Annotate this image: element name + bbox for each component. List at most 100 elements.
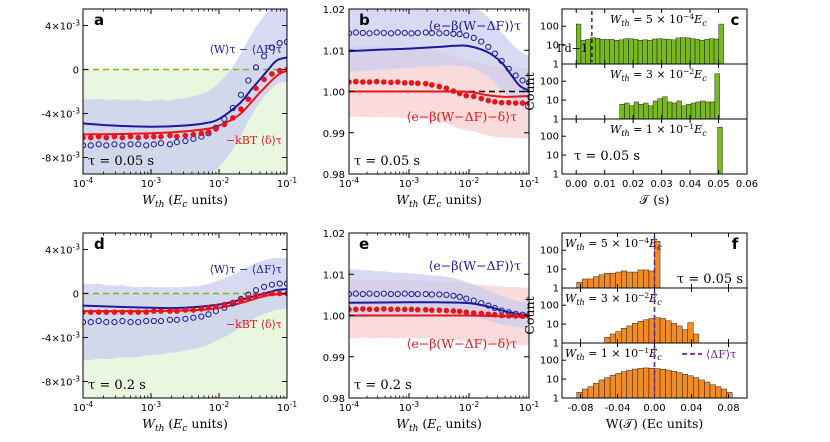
blue-open-point <box>190 314 197 321</box>
red-filled-point <box>245 295 252 301</box>
legend-red: ⟨e−β(W−ΔF)−δ⟩τ <box>406 336 517 351</box>
blue-open-point <box>166 316 174 323</box>
legend-blue: ⟨W⟩τ − ⟨ΔF⟩τ <box>210 263 282 276</box>
blue-open-point <box>491 304 498 312</box>
red-filled-point <box>478 310 485 317</box>
blue-open-point <box>456 293 463 301</box>
x-tick-label: 0.05 <box>707 179 729 190</box>
blue-open-point <box>478 300 485 307</box>
blue-open-point <box>276 280 283 287</box>
tau-label: τ = 0.05 s <box>574 149 640 164</box>
blue-open-point <box>276 40 283 47</box>
x-tick-label: 10-3 <box>399 176 419 190</box>
red-filled-point <box>276 290 283 297</box>
y-tick-label: 1.00 <box>323 88 345 99</box>
red-filled-point <box>261 76 267 83</box>
red-filled-point <box>456 308 463 315</box>
red-filled-point <box>253 85 259 91</box>
histogram-bar <box>621 328 627 344</box>
panel-e <box>349 269 529 346</box>
red-filled-point <box>450 308 457 314</box>
blue-open-point <box>252 64 260 71</box>
blue-open-point <box>436 30 443 37</box>
subplot-label: Wth = 3 × 10−2Ec <box>565 291 662 307</box>
blue-open-point <box>373 290 380 298</box>
blue-open-point <box>127 319 134 326</box>
y-tick-label: -8×10-3 <box>41 375 80 389</box>
red-filled-point <box>221 301 228 308</box>
blue-open-point <box>157 140 165 147</box>
blue-open-point <box>366 290 373 297</box>
blue-open-point <box>478 38 485 45</box>
y-tick-label: -4×10-3 <box>41 107 80 121</box>
axes-a: 4×10-3 0 -4×10-3 -8×10-3 10-4 10-3 10-2 10-1 Wth… <box>41 8 297 210</box>
histogram-bar <box>671 39 677 65</box>
legend-red: ⟨e−β(W−ΔF)−δ⟩τ <box>406 109 517 124</box>
histogram-bar <box>680 37 686 65</box>
red-filled-point <box>360 306 366 312</box>
red-filled-point <box>111 309 118 316</box>
red-filled-point <box>83 309 86 315</box>
histogram-bar <box>633 39 639 65</box>
y-tick-label: 100 <box>540 356 559 367</box>
blue-open-point <box>157 317 165 325</box>
histogram-bar <box>642 39 648 65</box>
histogram-subplot: 1 10 100 Wth = 3 × 10−2Ec <box>540 63 748 126</box>
histogram-bar <box>693 333 700 344</box>
histogram-bar <box>593 383 600 399</box>
red-filled-point <box>269 71 275 77</box>
red-filled-point <box>269 290 275 297</box>
histogram-bar <box>682 374 689 399</box>
histogram-bar <box>676 325 683 344</box>
histogram-bar <box>609 39 615 65</box>
y-tick-label: 1.01 <box>323 46 345 57</box>
blue-open-point <box>401 29 408 37</box>
red-filled-point <box>485 97 492 104</box>
red-filled-point <box>414 306 421 313</box>
x-axis-label: W(𝒯) (Ec units) <box>606 416 704 431</box>
histogram-bar <box>632 368 639 399</box>
histogram-bar <box>638 104 644 120</box>
red-filled-point <box>492 99 498 105</box>
red-filled-point <box>380 79 387 85</box>
x-tick-label: 10-3 <box>141 176 161 190</box>
tau-label: τ = 0.2 s <box>88 378 146 393</box>
y-axis-label: Count <box>522 72 537 110</box>
y-tick-label: 1.02 <box>323 5 345 16</box>
red-filled-point <box>394 306 401 313</box>
histogram-bar <box>615 373 622 399</box>
blue-open-point <box>260 283 268 290</box>
red-filled-point <box>401 306 408 313</box>
red-filled-point <box>198 306 205 312</box>
x-tick-label: 10-4 <box>339 176 359 190</box>
y-tick-label: 1 <box>553 60 559 71</box>
y-tick-label: 100 <box>540 246 559 257</box>
x-tick-label: 0.06 <box>736 179 758 190</box>
histogram-bar <box>615 271 622 289</box>
histogram-bar <box>643 102 649 120</box>
x-axis-label: 𝒯 (s) <box>640 192 670 207</box>
blue-open-point <box>408 290 415 298</box>
red-filled-point <box>174 133 180 140</box>
y-tick-label: 1 <box>553 115 559 126</box>
subplot-label: Wth = 1 × 10−1Ec <box>565 346 662 362</box>
red-filled-point <box>83 134 86 141</box>
x-tick-label: 0.04 <box>679 179 701 190</box>
blue-open-point <box>456 31 463 38</box>
blue-open-point <box>237 91 245 98</box>
panel-label: b <box>359 11 370 29</box>
red-filled-point <box>190 131 197 138</box>
red-filled-point <box>394 79 401 85</box>
panel-label: c <box>731 11 740 29</box>
x-tick-label: 10-4 <box>339 400 359 414</box>
blue-open-point <box>414 29 421 37</box>
red-filled-point <box>422 80 429 87</box>
histogram-bar <box>628 38 634 65</box>
red-filled-point <box>253 292 259 299</box>
histogram-bar <box>698 379 705 399</box>
histogram-bar <box>704 39 710 65</box>
tau-label: τ = 0.05 s <box>677 272 743 287</box>
blue-open-point <box>150 141 157 148</box>
histogram-bar <box>621 371 627 399</box>
histogram-bar <box>648 270 655 289</box>
